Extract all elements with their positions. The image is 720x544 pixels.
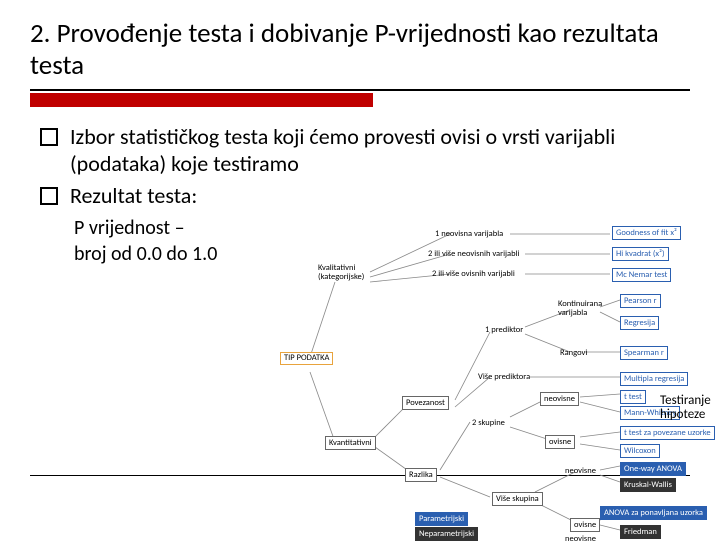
label-rang: Rangovi <box>560 348 587 358</box>
node-razlika: Razlika <box>405 468 437 482</box>
test-rmanova: ANOVA za ponavljana uzorka <box>600 506 707 520</box>
label-2neovisne: 2 ili više neovisnih varijabli <box>428 249 520 259</box>
node-root: TIP PODATKA <box>280 352 333 365</box>
node-parametrijski: Parametrijski <box>415 512 468 526</box>
label-2ovisne: 2 ili više ovisnih varijabli <box>432 269 515 279</box>
bullet-marker <box>40 128 58 146</box>
test-anova: One-way ANOVA <box>620 462 686 476</box>
title-underline <box>30 89 690 91</box>
slide-title: 2. Provođenje testa i dobivanje P-vrijed… <box>30 18 690 83</box>
node-povezanost: Povezanost <box>402 396 449 410</box>
label-neovisne3: neovisne <box>565 466 596 476</box>
test-ttest: t test <box>620 390 646 404</box>
label-neovisne2: neovisne <box>565 534 596 544</box>
test-gof: Goodness of fit x² <box>612 226 681 240</box>
node-kvantitativni: Kvantitativni <box>325 436 376 450</box>
test-pearson: Pearson r <box>620 294 661 308</box>
test-spearman: Spearman r <box>620 346 668 360</box>
bullet-1: Izbor statističkog testa koji ćemo prove… <box>70 123 690 178</box>
test-regresija: Regresija <box>620 316 659 330</box>
label-kont: Kontinuirana varijabla <box>558 300 618 317</box>
node-kvalitativni: Kvalitativni (kategorijske) <box>318 264 380 283</box>
decision-tree-diagram: TIP PODATKA Kvalitativni (kategorijske) … <box>280 222 720 540</box>
test-wilcoxon: Wilcoxon <box>620 444 660 458</box>
hypothesis-label: Testiranje hipoteze <box>660 394 711 423</box>
node-neparametrijski: Neparametrijski <box>415 527 478 541</box>
label-visepred: Više prediktora <box>478 372 530 382</box>
test-tpaired: t test za povezane uzorke <box>620 426 715 440</box>
test-friedman: Friedman <box>620 525 661 539</box>
bullet-list: Izbor statističkog testa koji ćemo prove… <box>40 123 690 210</box>
label-viseskupina: Više skupina <box>492 492 543 506</box>
label-ovisne1: ovisne <box>545 435 575 449</box>
test-hi: Hi kvadrat (x²) <box>612 247 669 261</box>
label-1neovisna: 1 neovisna varijabla <box>435 229 503 239</box>
test-kruskal: Kruskal-Wallis <box>620 478 676 492</box>
bullet-marker <box>40 187 58 205</box>
accent-bar <box>30 93 373 107</box>
test-multireg: Multipla regresija <box>620 372 688 386</box>
test-mcnemar: Mc Nemar test <box>612 268 671 282</box>
label-2skupine: 2 skupine <box>472 418 505 428</box>
label-1prediktor: 1 prediktor <box>485 325 523 335</box>
label-ovisne2: ovisne <box>570 518 600 532</box>
label-neovisne1: neovisne <box>540 392 579 406</box>
bullet-2: Rezultat testa: <box>70 182 690 210</box>
